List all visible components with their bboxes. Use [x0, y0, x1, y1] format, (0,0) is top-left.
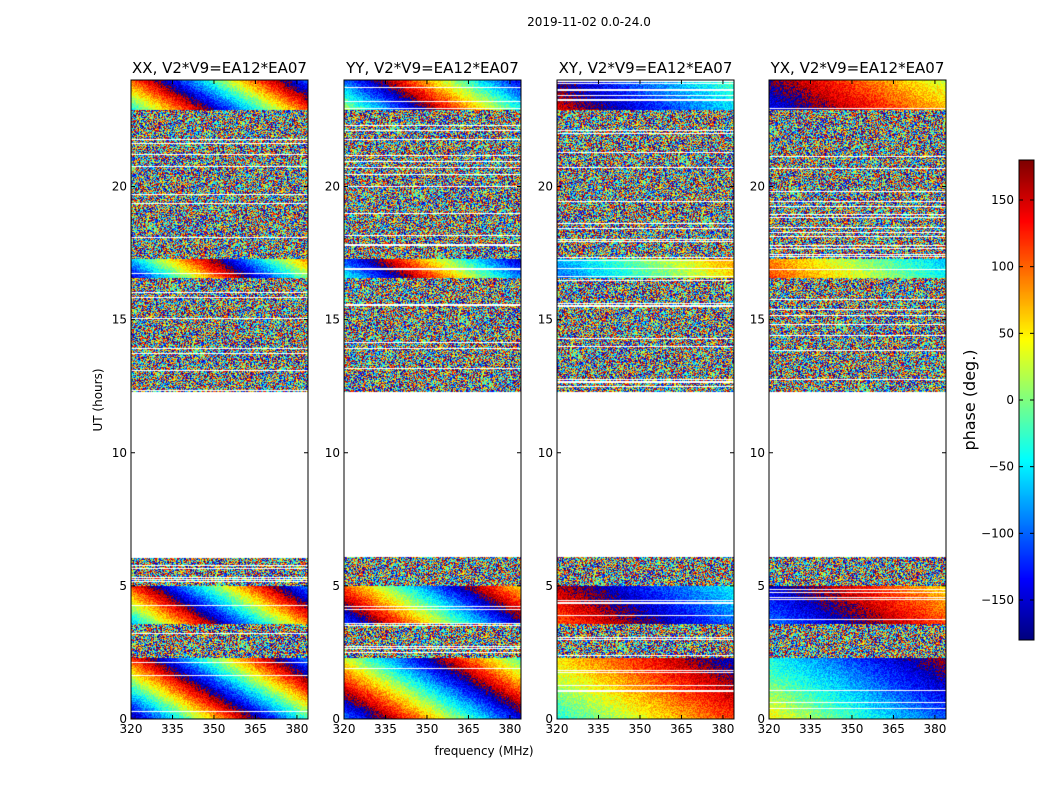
panel-frame — [343, 79, 522, 720]
x-tick-label: 380 — [711, 722, 734, 736]
heatmap-panel-yy: YY, V2*V9=EA12*EA07 320 335 350 365 380 0 5 10 15… — [325, 59, 522, 736]
figure-supertitle: 2019-11-02 0.0-24.0 — [527, 15, 651, 29]
y-tick-label: 15 — [325, 313, 340, 327]
colorbar-label: phase (deg.) — [960, 349, 979, 450]
panel-title: YY, V2*V9=EA12*EA07 — [345, 59, 519, 77]
y-tick-label: 20 — [325, 180, 340, 194]
x-tick-label: 380 — [923, 722, 946, 736]
panel-frame — [556, 79, 735, 720]
y-tick-label: 10 — [325, 446, 340, 460]
colorbar-tick-label: 50 — [999, 326, 1014, 340]
heatmap-raster-yx — [769, 80, 946, 719]
y-tick-label: 5 — [332, 579, 340, 593]
x-tick-label: 335 — [587, 722, 610, 736]
x-tick-label: 350 — [629, 722, 652, 736]
panel-title: YX, V2*V9=EA12*EA07 — [770, 59, 945, 77]
y-tick-label: 0 — [332, 712, 340, 726]
panel-title: XY, V2*V9=EA12*EA07 — [559, 59, 733, 77]
y-tick-label: 20 — [112, 180, 127, 194]
panel-title: XX, V2*V9=EA12*EA07 — [132, 59, 307, 77]
colorbar-gradient — [1019, 160, 1034, 640]
x-tick-label: 320 — [333, 722, 356, 736]
colorbar-tick-label: −150 — [981, 593, 1014, 607]
heatmap-panel-yx: YX, V2*V9=EA12*EA07 320 335 350 365 380 0 5 10 15… — [750, 59, 947, 736]
colorbar: 150 100 50 0 −50 −100 −150 — [981, 159, 1035, 641]
x-tick-label: 335 — [161, 722, 184, 736]
y-tick-label: 15 — [750, 313, 765, 327]
x-axis-label: frequency (MHz) — [434, 744, 533, 758]
colorbar-tick-label: 100 — [991, 260, 1014, 274]
y-tick-label: 0 — [545, 712, 553, 726]
colorbar-tick-label: −50 — [989, 460, 1014, 474]
heatmap-panel-xy: XY, V2*V9=EA12*EA07 320 335 350 365 380 0 5 10 15… — [538, 59, 735, 736]
panel-frame — [768, 79, 947, 720]
panel-frame — [130, 79, 309, 720]
x-tick-label: 350 — [416, 722, 439, 736]
heatmap-panels: XX, V2*V9=EA12*EA07 320 335 350 365 380 0 5 10 15… — [112, 59, 947, 736]
y-tick-label: 15 — [112, 313, 127, 327]
x-tick-label: 335 — [374, 722, 397, 736]
y-tick-label: 5 — [119, 579, 127, 593]
x-tick-label: 335 — [799, 722, 822, 736]
colorbar-tick-label: 150 — [991, 193, 1014, 207]
x-tick-label: 365 — [457, 722, 480, 736]
colorbar-tick-label: 0 — [1006, 393, 1014, 407]
y-tick-label: 10 — [538, 446, 553, 460]
heatmap-panel-xx: XX, V2*V9=EA12*EA07 320 335 350 365 380 0 5 10 15… — [112, 59, 309, 736]
y-tick-label: 5 — [545, 579, 553, 593]
heatmap-raster-xx — [131, 80, 308, 719]
y-tick-label: 5 — [757, 579, 765, 593]
y-axis-label: UT (hours) — [91, 368, 105, 431]
x-tick-label: 320 — [758, 722, 781, 736]
y-tick-label: 0 — [757, 712, 765, 726]
y-tick-label: 20 — [750, 180, 765, 194]
x-tick-label: 365 — [244, 722, 267, 736]
x-tick-label: 380 — [498, 722, 521, 736]
colorbar-tick-label: −100 — [981, 526, 1014, 540]
x-tick-label: 365 — [882, 722, 905, 736]
y-tick-label: 0 — [119, 712, 127, 726]
heatmap-raster-yy — [344, 80, 521, 719]
x-tick-label: 365 — [670, 722, 693, 736]
heatmap-raster-xy — [557, 80, 734, 719]
y-tick-label: 10 — [750, 446, 765, 460]
y-tick-label: 10 — [112, 446, 127, 460]
x-tick-label: 380 — [285, 722, 308, 736]
y-tick-label: 15 — [538, 313, 553, 327]
x-tick-label: 320 — [546, 722, 569, 736]
x-tick-label: 320 — [120, 722, 143, 736]
y-tick-label: 20 — [538, 180, 553, 194]
x-tick-label: 350 — [203, 722, 226, 736]
x-tick-label: 350 — [841, 722, 864, 736]
